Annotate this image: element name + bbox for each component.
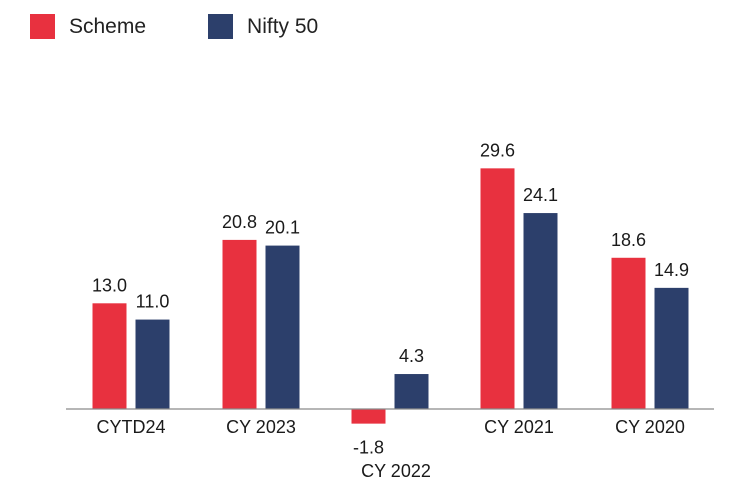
legend-swatch-scheme	[30, 14, 55, 39]
legend-label-scheme: Scheme	[69, 14, 147, 38]
bar-nifty-0	[135, 319, 170, 409]
bar-scheme-0	[92, 303, 127, 409]
bar-scheme-4	[611, 257, 646, 409]
data-label-nifty-0: 11.0	[136, 292, 170, 312]
data-label-nifty-3: 24.1	[523, 185, 558, 205]
category-label-3: CY 2021	[484, 417, 554, 437]
bar-scheme-3	[480, 168, 515, 409]
legend-swatch-nifty	[208, 14, 234, 39]
category-label-1: CY 2023	[226, 417, 296, 437]
data-label-scheme-1: 20.8	[222, 212, 257, 232]
data-label-scheme-4: 18.6	[611, 230, 646, 250]
bar-nifty-1	[265, 245, 300, 409]
data-label-scheme-3: 29.6	[480, 140, 515, 160]
category-label-2: CY 2022	[361, 461, 431, 481]
data-label-scheme-2: -1.8	[353, 438, 384, 458]
legend-item-scheme: Scheme	[30, 14, 146, 39]
bar-scheme-2	[351, 409, 386, 424]
category-label-4: CY 2020	[615, 417, 685, 437]
bar-nifty-2	[394, 374, 429, 409]
data-label-nifty-2: 4.3	[399, 346, 424, 366]
legend-label-nifty: Nifty 50	[247, 14, 319, 38]
legend: Scheme Nifty 50	[30, 14, 318, 39]
category-label-0: CYTD24	[96, 417, 165, 437]
legend-item-nifty: Nifty 50	[208, 14, 318, 39]
bar-nifty-4	[654, 287, 689, 409]
bar-scheme-1	[222, 239, 257, 409]
data-label-nifty-1: 20.1	[265, 218, 300, 238]
data-label-scheme-0: 13.0	[92, 275, 127, 295]
data-label-nifty-4: 14.9	[654, 260, 689, 280]
bar-nifty-3	[523, 213, 558, 409]
